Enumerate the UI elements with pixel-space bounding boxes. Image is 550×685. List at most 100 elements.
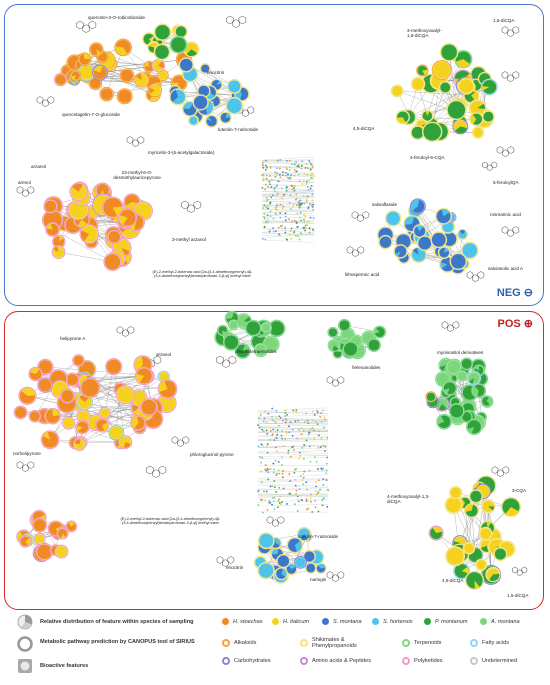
network-node xyxy=(253,342,269,358)
structure-sketch xyxy=(501,26,520,37)
network-nodes xyxy=(13,23,521,590)
network-node xyxy=(28,409,42,423)
network-node xyxy=(409,198,426,215)
legend-pathway-undetermined: Undetermined xyxy=(482,658,518,664)
network-node xyxy=(367,338,381,352)
network-node xyxy=(327,326,339,339)
legend-pathway-terpenoids: Terpenoids xyxy=(414,640,442,646)
network-node xyxy=(493,547,508,562)
network-node xyxy=(456,370,469,382)
neg-mode-tag: NEG ⊖ xyxy=(496,287,533,299)
network-node xyxy=(157,69,169,82)
network-node xyxy=(485,566,501,583)
network-node xyxy=(94,417,110,433)
network-node xyxy=(454,49,473,69)
network-node xyxy=(33,532,46,545)
network-node xyxy=(481,499,496,514)
label-norhelipyrone: norhelipyrone xyxy=(13,451,41,456)
label-3-cqa: 3-CQA xyxy=(512,488,527,493)
network-node xyxy=(500,497,521,517)
network-node xyxy=(480,395,493,408)
ring-amino-acids xyxy=(300,657,308,665)
legend-pathway-alkaloids: Alkaloids xyxy=(234,640,257,646)
network-node xyxy=(174,24,188,39)
network-node xyxy=(466,418,483,436)
network-node xyxy=(51,234,66,249)
network-node xyxy=(13,405,28,420)
network-node xyxy=(101,196,124,219)
legend-species-s-montana: S. montana xyxy=(333,618,362,625)
network-node xyxy=(65,372,80,387)
network-node xyxy=(342,341,359,358)
network-node xyxy=(274,567,288,581)
legend-pathway-shikimates: Shikimates & Phenylpropanoids xyxy=(312,637,357,649)
network-node xyxy=(428,525,444,541)
network-node xyxy=(45,222,60,237)
label-salvianolic-acid-a: salvianolic acid A xyxy=(488,266,523,271)
network-node xyxy=(72,437,87,451)
network-node xyxy=(452,118,469,135)
swatch-s-hortensis xyxy=(372,618,379,625)
network-node xyxy=(69,182,88,202)
ring-undetermined xyxy=(470,657,478,665)
network-node xyxy=(19,534,32,548)
label-lithospermic-acid: lithospermic acid xyxy=(345,272,380,277)
network-node xyxy=(40,430,60,450)
network-node xyxy=(448,485,463,500)
network-node xyxy=(378,234,393,250)
ring-polyketides xyxy=(402,657,410,665)
label-myoinositol-derivatives: myoinositol derivatives xyxy=(437,350,484,355)
network-node xyxy=(462,541,476,555)
ring-carbohydrates xyxy=(222,657,230,665)
network-node xyxy=(43,199,58,214)
structure-sketch xyxy=(501,71,520,82)
ring-shikimates xyxy=(300,639,308,647)
network-node xyxy=(134,72,150,88)
network-node xyxy=(72,354,85,367)
network-node xyxy=(205,114,219,128)
network-node xyxy=(28,366,43,382)
network-node xyxy=(130,415,147,431)
network-node xyxy=(457,228,469,240)
network-node xyxy=(445,546,466,567)
pie-icon xyxy=(17,614,33,630)
swatch-s-montana xyxy=(322,618,329,625)
swatch-h-stoechas xyxy=(222,618,229,625)
label-salviaflaside: salviaflaside xyxy=(372,202,398,207)
network-node xyxy=(153,43,171,61)
legend-species-a-montana: A. montana xyxy=(491,618,520,625)
network-node xyxy=(147,83,163,98)
ring-terpenoids xyxy=(402,639,410,647)
network-node xyxy=(115,385,135,405)
network-node xyxy=(139,398,158,417)
network-node xyxy=(481,110,495,124)
structure-sketch xyxy=(216,556,235,567)
network-node xyxy=(446,99,467,121)
legend-pathway-carbohydrates: Carbohydrates xyxy=(234,658,271,664)
structure-sketch xyxy=(76,20,97,33)
network-node xyxy=(260,321,272,334)
network-node xyxy=(70,70,82,82)
network-node xyxy=(412,224,427,239)
network-node xyxy=(337,318,351,332)
structure-sketch xyxy=(512,566,528,576)
network-node xyxy=(448,402,465,420)
network-node xyxy=(438,81,452,94)
network-node xyxy=(421,121,443,143)
network-node xyxy=(219,111,232,124)
label-3-methoxyoxalyl-15-dicqa: 3-methoxyoxalyl-1,5-diCQA xyxy=(407,28,442,38)
legend-square-text: Bioactive features xyxy=(40,663,89,669)
label-desmethylauricepyrone: 23-methyl-6-O-desmethylauricepyrone xyxy=(113,170,161,180)
network-node xyxy=(421,109,434,123)
structure-sketch xyxy=(351,211,370,222)
dense-network-inset xyxy=(257,407,329,514)
network-node xyxy=(216,324,229,337)
network-node xyxy=(106,229,122,245)
network-node xyxy=(453,562,470,580)
network-node xyxy=(182,100,198,117)
structure-sketch xyxy=(466,271,485,282)
network-node xyxy=(393,244,408,259)
structure-sketch xyxy=(326,571,345,582)
network-node xyxy=(449,252,468,271)
structure-sketch xyxy=(266,516,285,527)
